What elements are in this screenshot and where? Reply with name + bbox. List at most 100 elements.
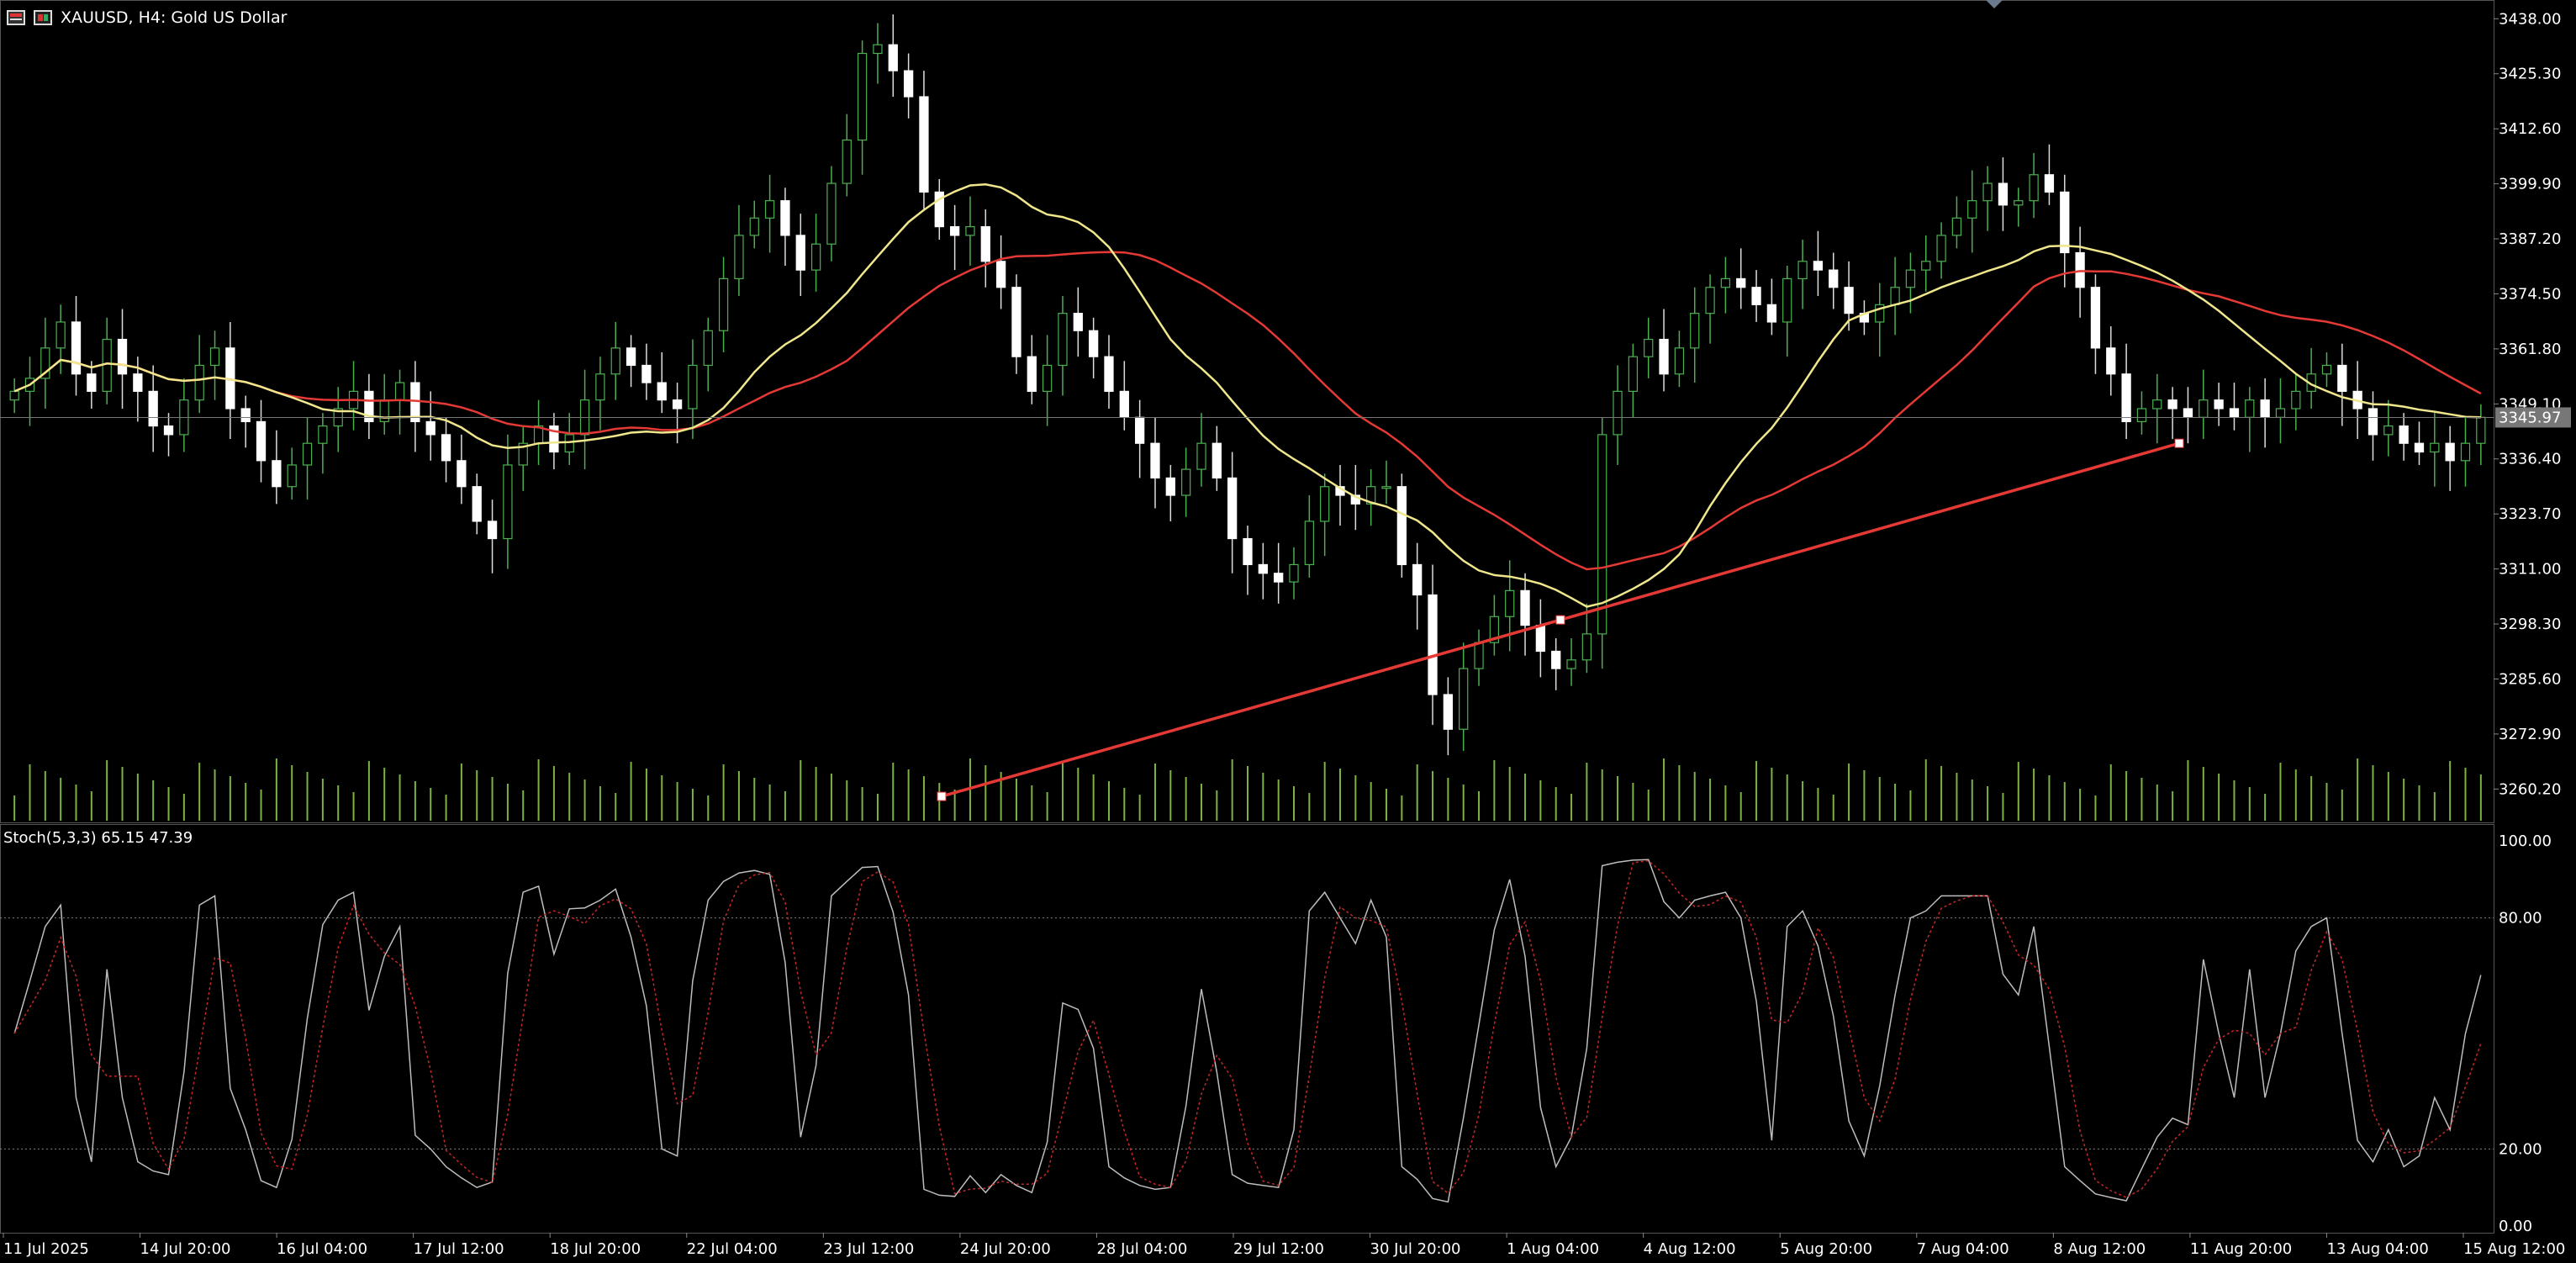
candle-body — [1890, 287, 1900, 305]
candle-body — [87, 373, 97, 392]
price-axis-label: 3374.50 — [2499, 285, 2561, 303]
candle-body — [1905, 269, 1916, 288]
candle-body — [1628, 356, 1639, 392]
candle-body — [256, 420, 267, 462]
candle-body — [2291, 390, 2301, 410]
candle-body — [842, 139, 852, 184]
trendline-handle — [1555, 615, 1565, 625]
candle-body — [194, 364, 204, 401]
time-axis-label: 23 Jul 12:00 — [823, 1240, 914, 1258]
candle-body — [2229, 408, 2240, 418]
price-axis-label: 3260.20 — [2499, 780, 2561, 798]
time-axis-label: 15 Aug 12:00 — [2463, 1240, 2565, 1258]
stoch-axis-label: 0.00 — [2499, 1218, 2532, 1235]
ma-fast-line — [13, 183, 2481, 608]
candle-body — [2106, 347, 2116, 375]
candle-body — [302, 442, 313, 466]
time-axis-label: 8 Aug 12:00 — [2053, 1240, 2146, 1258]
price-axis-label: 3387.20 — [2499, 230, 2561, 248]
trendline-handle — [937, 791, 947, 801]
candle-body — [1936, 235, 1946, 262]
chart-shift-marker[interactable] — [1986, 0, 2003, 8]
candle-body — [1211, 442, 1222, 479]
time-axis-label: 30 Jul 20:00 — [1370, 1240, 1461, 1258]
price-axis-label: 3438.00 — [2499, 10, 2561, 28]
candle-body — [2414, 442, 2425, 453]
candle-body — [1674, 347, 1685, 375]
trendline-handle — [2174, 438, 2184, 448]
candle-body — [1782, 277, 1792, 323]
main-pane-frame — [0, 0, 2494, 823]
candle-body — [163, 425, 174, 436]
candle-body — [1659, 338, 1669, 375]
candle-body — [2136, 408, 2147, 423]
candle-body — [117, 338, 128, 375]
candle-body — [1027, 356, 1037, 392]
candle-body — [1412, 563, 1423, 596]
candle-body — [703, 330, 713, 367]
candle-body — [148, 390, 158, 427]
candle-body — [1505, 589, 1515, 617]
candle-body — [55, 321, 66, 349]
candle-body — [610, 347, 620, 375]
candle-body — [1428, 594, 1438, 695]
candle-body — [1566, 659, 1576, 669]
price-axis-label: 3361.80 — [2499, 341, 2561, 358]
candle-body — [71, 321, 82, 375]
candle-body — [2337, 364, 2347, 392]
candle-body — [518, 442, 528, 466]
candle-body — [749, 217, 759, 236]
candle-body — [2367, 408, 2378, 436]
candle-body — [1042, 364, 1053, 392]
symbol-label: XAUUSD, H4: Gold US Dollar — [61, 8, 288, 27]
window-menu-icon[interactable] — [7, 10, 25, 25]
candle-body — [2121, 373, 2131, 423]
stoch-axis-label: 80.00 — [2499, 910, 2542, 927]
candle-body — [503, 464, 513, 540]
candle-body — [394, 382, 405, 401]
candle-body — [764, 200, 775, 219]
candle-body — [2075, 251, 2085, 288]
candle-body — [2044, 174, 2055, 193]
candle-body — [1705, 287, 1715, 314]
candle-body — [457, 460, 467, 488]
ma-slow-line — [13, 251, 2482, 571]
symbol-icon[interactable] — [34, 10, 52, 25]
candle-body — [1875, 304, 1885, 323]
candle-body — [1921, 261, 1931, 271]
candle-body — [1165, 477, 1175, 496]
candle-body — [425, 420, 435, 436]
candle-body — [2476, 416, 2486, 444]
candle-body — [2430, 442, 2440, 453]
candle-body — [1227, 477, 1238, 540]
candle-body — [487, 521, 498, 540]
candle-body — [919, 96, 929, 193]
candle-body — [641, 364, 652, 383]
candle-body — [272, 460, 282, 488]
candle-body — [1150, 442, 1160, 479]
candle-body — [734, 235, 744, 280]
candle-body — [795, 235, 805, 271]
candle-body — [965, 226, 975, 236]
time-axis-label: 17 Jul 12:00 — [414, 1240, 504, 1258]
candle-body — [1751, 287, 1761, 305]
candle-body — [2245, 399, 2255, 418]
candle-body — [2260, 399, 2270, 418]
candle-body — [1119, 390, 1129, 418]
candle-body — [2321, 364, 2332, 375]
candle-body — [1459, 668, 1469, 730]
candle-body — [1073, 313, 1083, 331]
candle-body — [1982, 182, 1993, 202]
candle-body — [595, 373, 605, 401]
candle-body — [2399, 425, 2409, 444]
candle-body — [1844, 287, 1854, 314]
candle-body — [2445, 442, 2455, 462]
candle-body — [1396, 486, 1407, 566]
time-axis-label: 16 Jul 04:00 — [277, 1240, 367, 1258]
candle-body — [1181, 468, 1191, 496]
candle-body — [949, 226, 960, 236]
candle-body — [209, 347, 220, 367]
candle-body — [672, 399, 683, 410]
price-axis-label: 3323.70 — [2499, 505, 2561, 523]
